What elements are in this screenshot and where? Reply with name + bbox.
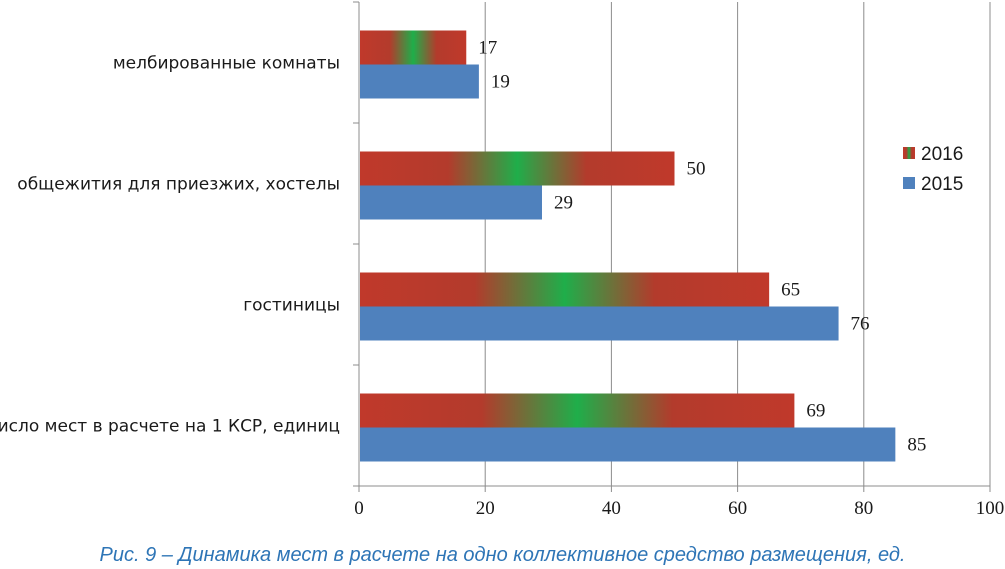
legend-label: 2015 [921, 174, 963, 195]
axes [353, 1, 991, 492]
labels: 0 20 40 60 80 100 мелбированные комнаты общежит… [0, 38, 1004, 520]
x-tick-label: 60 [728, 498, 747, 519]
legend: 2016 2015 [903, 144, 963, 195]
category-label: число мест в расчете на 1 КСР, единиц [0, 417, 340, 437]
legend-swatch-2016 [903, 147, 915, 159]
legend-label: 2016 [921, 144, 963, 165]
data-label: 85 [907, 435, 926, 456]
data-label: 19 [491, 72, 510, 93]
category-label: общежития для приезжих, хостелы [17, 175, 340, 195]
x-tick-label: 20 [476, 498, 495, 519]
figure-caption: Рис. 9 – Динамика мест в расчете на одно… [99, 544, 906, 566]
bar-2016 [360, 151, 675, 186]
bar-2015 [360, 427, 896, 462]
category-label: мелбированные комнаты [113, 54, 340, 74]
legend-swatch-2015 [903, 177, 915, 189]
bar-2015 [360, 306, 839, 341]
x-tick-label: 100 [976, 498, 1005, 519]
x-tick-label: 80 [854, 498, 873, 519]
bar-2016 [360, 30, 467, 65]
data-label: 76 [851, 314, 870, 335]
x-tick-label: 0 [354, 498, 364, 519]
data-label: 69 [806, 401, 825, 422]
bars [360, 30, 896, 462]
data-label: 65 [781, 280, 800, 301]
data-label: 29 [554, 193, 573, 214]
category-label: гостиницы [243, 296, 340, 316]
bar-2015 [360, 185, 542, 220]
data-label: 17 [478, 38, 497, 59]
bar-2016 [360, 272, 770, 307]
data-label: 50 [687, 159, 706, 180]
x-tick-label: 40 [602, 498, 621, 519]
bar-2016 [360, 393, 795, 428]
bar-2015 [360, 64, 479, 99]
